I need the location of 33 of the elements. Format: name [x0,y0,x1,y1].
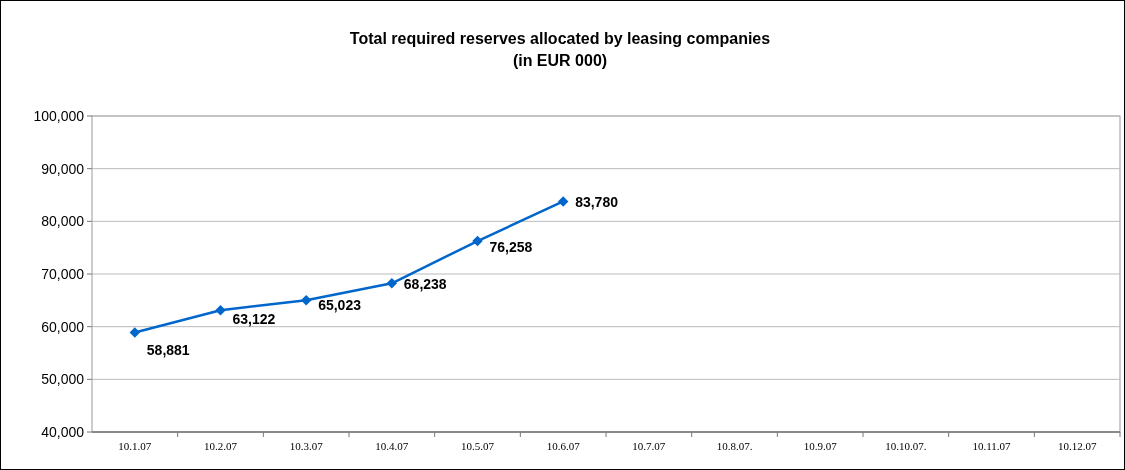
x-tick-label: 10.12.07 [1057,440,1097,452]
data-label: 63,122 [232,311,276,328]
point [386,278,398,289]
point [215,304,226,316]
x-tick-label: 10.3.07 [289,440,324,452]
data-label: 83,780 [575,194,619,211]
chart-subtitle: (in EUR 000) [512,52,608,69]
data-label: 68,238 [403,276,447,293]
y-tick-label: 90,000 [41,160,85,177]
point [300,294,312,306]
point [472,235,483,247]
y-tick-label: 40,000 [41,423,85,440]
y-tick-label: 100,000 [33,107,85,124]
y-tick-label: 50,000 [41,371,85,388]
y-tick-label: 60,000 [41,318,85,335]
x-tick-label: 10.8.07. [716,440,753,452]
point [557,196,569,207]
data-label: 58,881 [146,341,190,358]
x-tick-label: 10.1.07 [118,440,152,452]
x-tick-label: 10.5.07 [461,440,495,452]
y-tick-label: 70,000 [41,265,85,282]
x-tick-label: 10.6.07 [546,440,581,452]
x-tick-label: 10.9.07 [803,440,838,452]
data-label: 76,258 [489,239,533,256]
x-tick-label: 10.7.07 [632,440,666,452]
point [129,327,141,338]
x-tick-label: 10.11.07 [972,440,1012,452]
chart-title: Total required reserves allocated by leasing companies [349,30,771,47]
data-label: 65,023 [318,297,362,314]
x-tick-label: 10.4.07 [375,440,409,452]
y-tick-label: 80,000 [41,213,85,230]
x-tick-label: 10.10.07. [885,440,927,452]
x-tick-label: 10.2.07 [204,440,238,452]
